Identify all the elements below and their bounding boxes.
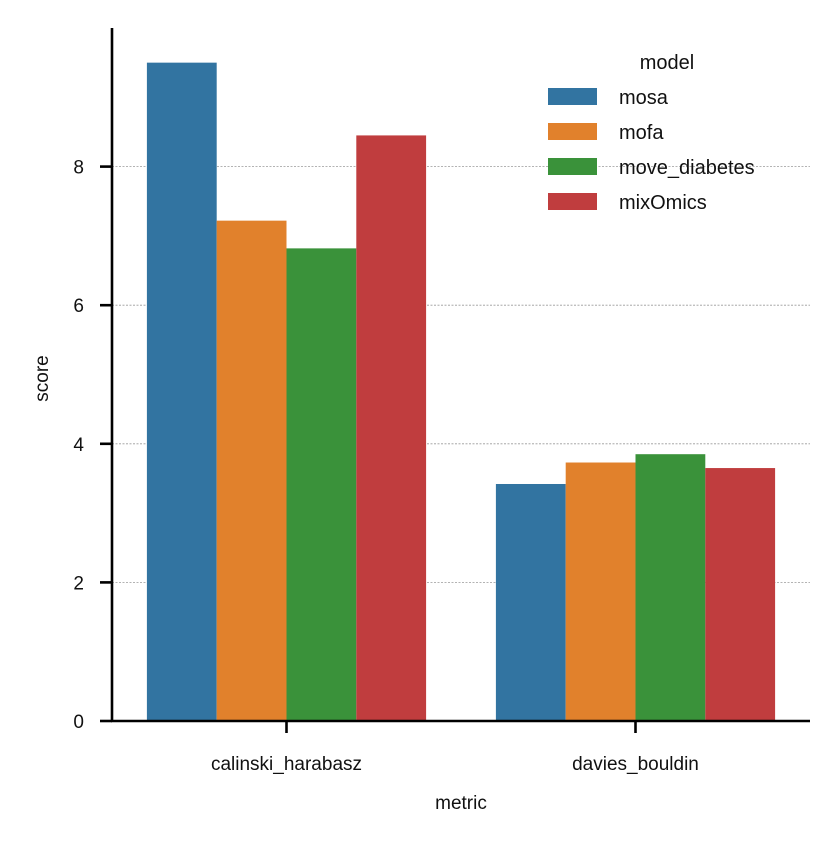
x-tick-label-calinski_harabasz: calinski_harabasz xyxy=(211,754,362,775)
legend: model mosa mofa move_diabetes mixOmics xyxy=(548,52,755,214)
axes xyxy=(110,28,810,723)
y-tick-label-2: 4 xyxy=(73,435,84,456)
y-tick-label-4: 8 xyxy=(73,158,84,179)
x-tick-label-davies_bouldin: davies_bouldin xyxy=(572,754,699,775)
x-axis-ticks: calinski_harabasz davies_bouldin xyxy=(211,721,699,775)
y-axis-title: score xyxy=(32,355,53,401)
bars xyxy=(146,62,776,722)
y-tick-label-3: 6 xyxy=(73,296,84,317)
bar-mixOmics-calinski_harabasz xyxy=(356,135,427,722)
bar-mosa-davies_bouldin xyxy=(495,483,566,721)
legend-label-mosa: mosa xyxy=(619,87,669,109)
bar-move_diabetes-davies_bouldin xyxy=(635,454,706,721)
legend-label-move_diabetes: move_diabetes xyxy=(619,157,755,179)
y-tick-label-0: 0 xyxy=(73,712,84,733)
legend-title: model xyxy=(640,52,694,74)
bar-mofa-davies_bouldin xyxy=(565,462,636,721)
bar-mosa-calinski_harabasz xyxy=(146,62,217,721)
y-axis-ticks: 0 2 4 6 8 xyxy=(73,158,112,733)
bar-move_diabetes-calinski_harabasz xyxy=(286,248,357,721)
y-tick-label-1: 2 xyxy=(73,573,84,594)
legend-label-mixOmics: mixOmics xyxy=(619,192,707,214)
legend-swatch-move_diabetes xyxy=(548,158,597,175)
legend-swatch-mixOmics xyxy=(548,193,597,210)
x-axis-title: metric xyxy=(435,793,487,814)
legend-swatch-mofa xyxy=(548,123,597,140)
legend-label-mofa: mofa xyxy=(619,122,664,144)
bar-mofa-calinski_harabasz xyxy=(216,220,287,722)
legend-swatch-mosa xyxy=(548,88,597,105)
bar-mixOmics-davies_bouldin xyxy=(705,468,776,721)
